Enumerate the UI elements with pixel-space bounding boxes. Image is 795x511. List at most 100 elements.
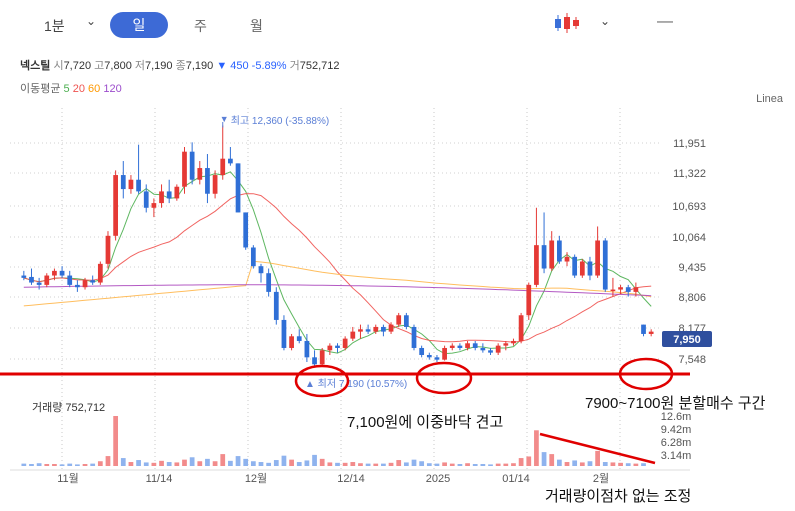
volume-bar [312,454,317,466]
ma-label: 이동평균 [20,83,61,95]
candle-body [602,240,608,290]
candle-body [396,315,402,325]
candle-body [128,179,134,190]
candle-body [97,263,103,283]
volume-bars [21,416,646,466]
volume-tick-label: 3.14m [661,450,692,462]
high-value: 7,800 [104,60,132,72]
change-value: ▼ 450 -5.89% [216,60,287,72]
price-tick-label: 9,435 [678,262,706,274]
candle-body [480,347,486,351]
volume-note-text: 거래량이점차 없는 조정 [545,488,691,505]
candle-body [549,240,555,269]
candle-body [220,158,226,176]
price-tick-label: 7,548 [678,354,706,366]
volume-bar [143,462,149,466]
volume-bar [327,462,333,466]
tab-month[interactable]: 월 [250,18,263,34]
candle-body [633,287,639,292]
volume-bar [403,462,409,466]
volume-bar [220,454,226,466]
volume-bar [556,459,562,466]
scale-mode[interactable]: Linea [756,93,783,105]
menu-line-icon[interactable]: — [657,13,673,30]
volume-bar [335,462,340,466]
volume-trend-line [539,432,656,465]
ma-60: 60 [88,83,101,95]
low-annotation: ▲ 최저 7,190 (10.57%) [305,378,407,390]
candle-body [281,319,287,348]
candle-body [159,191,164,204]
date-tick-label: 12/14 [337,473,365,485]
chart-grid [10,108,690,471]
low-label: 저 [134,60,145,72]
candle-body [419,347,425,355]
volume-bar [319,458,325,466]
volume-bar [503,463,509,466]
volume-bar [90,463,96,466]
volume-bar [128,462,134,466]
candle-body [327,345,333,351]
candle-body [21,275,27,278]
price-tick-label: 11,322 [673,168,706,180]
candle-body [174,186,180,199]
candle-body [44,275,50,285]
volume-bar [579,462,585,466]
candle-body [434,357,440,360]
high-annotation: 최고 12,360 (-35.88%) [231,115,329,127]
volume-bar [495,463,501,466]
candle-body [411,326,417,348]
date-tick-label: 12월 [245,472,267,485]
volume-bar [97,461,103,466]
open-value: 7,720 [63,60,92,72]
candle-body [166,191,172,199]
date-tick-label: 01/14 [502,473,530,485]
candle-body [189,151,195,180]
volume-bar [426,463,432,466]
candle-body [388,324,394,332]
candle-body [59,270,65,276]
candle-body [541,245,547,269]
candle-body [82,280,88,288]
candle-body [67,275,73,285]
candle-body [579,261,585,276]
chart-type-chevron-icon[interactable]: ⌄ [600,14,611,28]
candle-body [595,240,600,276]
volume-bar [480,464,486,466]
volume-bar [59,464,65,466]
candle-body [136,179,141,192]
volume-bar [618,462,623,466]
volume-bar [518,458,524,466]
candle-body [625,287,631,292]
buy-zone-text: 7900~7100원 분할매수 구간 [585,395,766,412]
candle-body [36,282,42,285]
ma-line-60 [23,260,652,307]
volume-bar [182,459,187,466]
candle-body [75,284,80,288]
volume-bar [373,463,379,466]
volume-tick-label: 6.28m [661,437,692,449]
candlestick-icon[interactable] [552,12,582,34]
candle-body [143,191,149,208]
chevron-down-icon[interactable]: ⌄ [86,14,97,28]
volume-bar [250,461,256,466]
tab-day[interactable]: 일 [110,12,168,38]
date-tick-label: 2025 [426,473,450,485]
ma-120: 120 [103,83,122,95]
candle-body [472,343,478,348]
volume-bar [75,464,80,466]
volume-value: 752,712 [299,60,340,72]
candle-body [648,331,654,334]
tab-week[interactable]: 주 [194,18,207,34]
candle-body [358,329,363,332]
candles [21,125,654,368]
moving-average-legend[interactable]: 이동평균 5 20 60 120 [20,80,122,96]
candle-body [296,336,302,341]
volume-bar [457,464,463,466]
candle-body [342,338,348,348]
interval-select[interactable]: 1분 [44,18,65,34]
candle-body [205,168,210,194]
candle-body [212,175,218,194]
price-tick-label: 11,951 [673,138,706,150]
